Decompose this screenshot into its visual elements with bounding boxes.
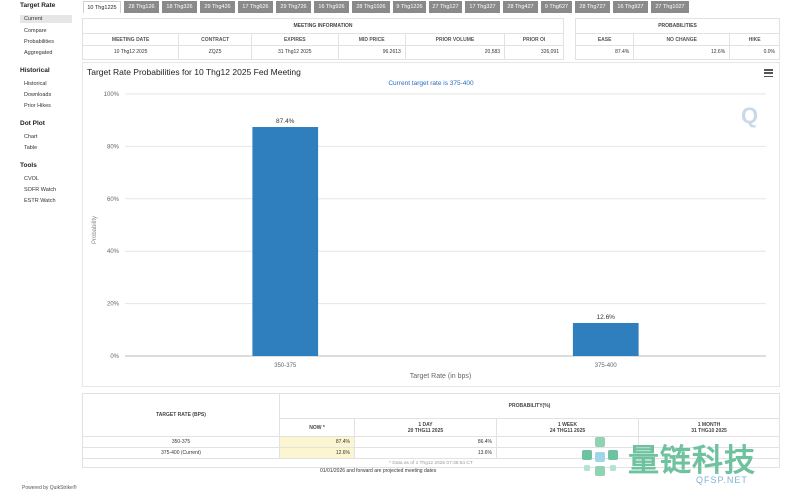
target-rate-cell: 350-375 [82,436,280,448]
y-tick-label: 80% [107,144,120,150]
column-header: PRIOR VOLUME [404,33,506,46]
chart-menu-icon[interactable] [764,69,773,78]
tab-meeting[interactable]: 29 Thg726 [276,1,311,13]
column-header: CONTRACT [178,33,253,46]
sidebar-item-aggregated[interactable]: Aggregated [24,50,53,56]
tab-meeting[interactable]: 27 Thg127 [429,1,462,13]
sidebar-group-tools: Tools [20,162,37,169]
column-header: PRIOR OI [504,33,564,46]
y-tick-label: 0% [110,354,119,360]
expires-value: 31 Thg12 2025 [251,44,339,61]
y-tick-label: 20% [107,302,120,308]
prior-volume-value: 20,583 [404,44,506,61]
ease-value: 87.4% [574,44,635,61]
chart-subtitle: Current target rate is 375-400 [388,80,474,87]
quikstrike-watermark-icon: Q [741,103,759,128]
brand-url: QFSP.NET [696,475,748,485]
sidebar-group-historical: Historical [20,67,50,74]
tab-meeting[interactable]: 28 Thg427 [503,1,538,13]
sidebar-item-probabilities[interactable]: Probabilities [24,39,54,45]
probability-header: PROBABILITY(%) [279,393,780,419]
x-axis-label: Target Rate (in bps) [410,373,471,380]
probabilities-header: PROBABILITIES [575,17,780,35]
target-rate-header: TARGET RATE (BPS) [82,393,280,437]
sidebar-item-prior-hikes[interactable]: Prior Hikes [24,103,51,109]
probability-day-cell: 13.6% [354,447,497,459]
tab-meeting[interactable]: 17 Thg327 [465,1,500,13]
x-tick-label: 350-375 [274,363,297,369]
no-change-value: 12.6% [633,44,731,61]
bar-350-375 [252,127,319,357]
chart-title: Target Rate Probabilities for 10 Thg12 2… [87,67,301,77]
sidebar-item-estr-watch[interactable]: ESTR Watch [24,198,56,204]
sidebar-item-compare[interactable]: Compare [24,28,47,34]
sidebar-item-downloads[interactable]: Downloads [24,92,52,98]
bar-value-label: 87.4% [276,118,295,125]
tab-meeting[interactable]: 29 Thg426 [200,1,235,13]
brand-logo-icon [582,437,618,476]
bar-375-400 [572,322,639,356]
y-tick-label: 100% [104,92,120,98]
probabilities-table: PROBABILITIES EASE NO CHANGE HIKE 87.4% … [574,17,780,61]
y-tick-label: 40% [107,249,120,255]
tab-meeting[interactable]: 9 Thg627 [541,1,572,13]
one-day-header: 1 DAY 20 THG11 2025 [354,418,497,437]
tab-meeting[interactable]: 28 Thg126 [124,1,159,13]
tab-meeting[interactable]: 18 Thg326 [162,1,197,13]
table-row: 10 Thg12 2025 ZQZ5 31 Thg12 2025 96.2613… [81,44,564,61]
bar-value-label: 12.6% [597,314,616,321]
column-header: NO CHANGE [633,33,731,46]
y-axis-label: Probability [92,216,98,244]
meeting-date-value: 10 Thg12 2025 [81,44,180,61]
chart-plot: 0% 20% 40% 60% 80% 100% 87.4% 350-375 12.6% 375-4… [92,92,766,380]
column-header: HIKE [729,33,780,46]
sidebar-group-dot-plot: Dot Plot [20,120,45,127]
hike-value: 0.0% [729,44,780,61]
brand-watermark: 量链科技 QFSP.NET [578,433,800,491]
tab-meeting[interactable]: 17 Thg626 [238,1,273,13]
meeting-information-table: MEETING INFORMATION MEETING DATE CONTRAC… [81,17,564,61]
tab-meeting[interactable]: 16 Thg926 [314,1,349,13]
sidebar: Target Rate Current Compare Probabilitie… [0,0,80,491]
target-rate-cell: 375-400 (Current) [82,447,280,459]
tab-meeting[interactable]: 27 Thg1027 [651,1,689,13]
sidebar-item-sofr-watch[interactable]: SOFR Watch [24,187,57,193]
tab-meeting[interactable]: 28 Thg1026 [352,1,390,13]
column-header: EXPIRES [251,33,339,46]
tab-meeting[interactable]: 10 Thg1225 [83,1,121,13]
sidebar-item-historical[interactable]: Historical [24,81,47,87]
probability-now-cell: 12.6% [279,447,355,459]
powered-by-text: Powered by QuikStrike® [22,485,77,491]
tab-meeting[interactable]: 16 Thg927 [613,1,648,13]
column-header: EASE [574,33,635,46]
projection-note: 01/01/2026 and forward are projected mee… [320,468,437,474]
column-header: MID PRICE [337,33,406,46]
probability-day-cell: 86.4% [354,436,497,448]
probability-now-cell: 87.4% [279,436,355,448]
tab-meeting[interactable]: 28 Thg727 [575,1,610,13]
probability-chart: Target Rate Probabilities for 10 Thg12 2… [82,62,780,387]
meeting-information-header: MEETING INFORMATION [82,17,564,35]
now-header: NOW * [279,418,355,437]
sidebar-item-cvol[interactable]: CVOL [24,176,39,182]
sidebar-item-table[interactable]: Table [24,145,38,151]
data-timestamp-note: * Data as of 1 Thg12 2025 07:36:54 CT [82,458,780,468]
target-rate-probability-table: TARGET RATE (BPS) PROBABILITY(%) NOW * 1… [82,393,780,468]
y-tick-label: 60% [107,197,120,203]
prior-oi-value: 326,091 [504,44,564,61]
column-header: MEETING DATE [81,33,180,46]
x-tick-label: 375-400 [595,363,618,369]
sidebar-item-chart[interactable]: Chart [24,134,38,140]
sidebar-item-current[interactable]: Current [20,15,72,23]
brand-name: 量链科技 [628,443,756,479]
contract-value: ZQZ5 [178,44,253,61]
mid-price-value: 96.2613 [337,44,406,61]
table-row: 87.4% 12.6% 0.0% [574,44,780,61]
tab-meeting[interactable]: 9 Thg1226 [393,1,426,13]
sidebar-group-target-rate: Target Rate [20,2,56,9]
